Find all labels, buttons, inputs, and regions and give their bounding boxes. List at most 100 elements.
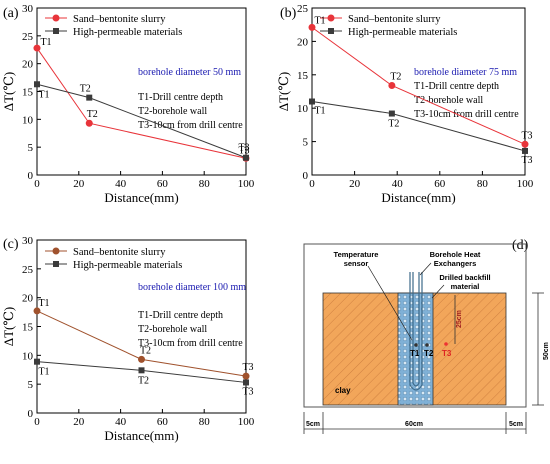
clay-label: clay bbox=[335, 386, 351, 395]
x-tick-label: 20 bbox=[349, 178, 361, 190]
y-tick-label: 20 bbox=[22, 59, 34, 71]
panel-label: (d) bbox=[512, 238, 529, 253]
data-point bbox=[522, 147, 528, 154]
x-tick-label: 100 bbox=[517, 178, 534, 190]
annotation-line: T2-borehole wall bbox=[138, 324, 207, 335]
legend-marker bbox=[52, 247, 60, 255]
point-label: T2 bbox=[140, 345, 151, 356]
data-point bbox=[33, 307, 41, 315]
annotation-line: T3-10cm from drill centre bbox=[138, 338, 243, 349]
x-tick-label: 40 bbox=[115, 178, 127, 190]
point-label: T3 bbox=[238, 145, 249, 156]
data-point bbox=[388, 81, 396, 89]
y-tick-label: 30 bbox=[22, 3, 34, 15]
annotation-line: T1-Drill centre depth bbox=[138, 310, 223, 321]
temp-sensor-text: Temperature sensor bbox=[334, 250, 379, 268]
backfill-text: Drilled backfill material bbox=[439, 273, 490, 291]
point-label: T3 bbox=[238, 143, 249, 154]
annotation-line: T3-10cm from drill centre bbox=[138, 120, 243, 131]
x-tick-label: 60 bbox=[434, 178, 446, 190]
legend-label: High-permeable materials bbox=[73, 260, 182, 271]
sensor-t1-label: T1 bbox=[410, 349, 420, 358]
data-point bbox=[138, 355, 145, 363]
y-tick-label: 5 bbox=[303, 137, 309, 149]
panel-d-diagram: (d) T1 T2 T3 Temperature sensor Borehole … bbox=[303, 238, 550, 434]
width-60-label: 60cm bbox=[405, 421, 423, 428]
data-point bbox=[86, 94, 93, 101]
sensor-t1-dot bbox=[414, 343, 418, 347]
y-tick-label: 20 bbox=[22, 293, 34, 305]
panel-c: (c) 0 20 40 60 80 100 0 5 10 15 20 25 30 Distance(mm)… bbox=[1, 235, 255, 443]
point-label: T2 bbox=[80, 84, 91, 95]
x-tick-label: 80 bbox=[477, 178, 489, 190]
x-tick-label: 100 bbox=[238, 416, 255, 428]
data-point bbox=[308, 23, 316, 31]
y-tick-label: 0 bbox=[303, 170, 309, 182]
x-axis-label: Distance(mm) bbox=[104, 428, 178, 443]
backfill-callout bbox=[431, 284, 445, 299]
x-axis-label: Distance(mm) bbox=[104, 190, 178, 205]
width-5-left-label: 5cm bbox=[306, 421, 320, 428]
x-tick-label: 20 bbox=[73, 416, 85, 428]
data-point bbox=[34, 358, 40, 365]
y-tick-label: 20 bbox=[297, 36, 309, 48]
point-label: T3 bbox=[521, 130, 532, 141]
y-tick-label: 10 bbox=[297, 103, 309, 115]
y-tick-label: 25 bbox=[22, 264, 34, 276]
y-tick-label: 25 bbox=[297, 3, 309, 15]
series-line bbox=[36, 47, 247, 159]
x-tick-label: 20 bbox=[73, 178, 85, 190]
plot-area: 0 20 40 60 80 100 0 5 10 15 20 25 30 Distance(mm) ΔT(℃… bbox=[1, 235, 255, 443]
data-point bbox=[243, 379, 249, 386]
annotation-line: T2-borehole wall bbox=[138, 106, 207, 117]
annotation-title: borehole diameter 100 mm bbox=[138, 282, 246, 293]
y-tick-label: 0 bbox=[28, 408, 34, 420]
data-point bbox=[521, 140, 529, 148]
panel-a: (a) 0 20 40 60 80 100 0 5 10 15 20 25 30 Distance(mm)… bbox=[1, 3, 255, 205]
annotation-line: T3-10cm from drill centre bbox=[414, 109, 519, 120]
data-point bbox=[243, 154, 249, 161]
y-tick-label: 15 bbox=[22, 322, 34, 334]
panel-label: (a) bbox=[3, 6, 19, 21]
data-point bbox=[388, 110, 395, 117]
x-tick-label: 80 bbox=[199, 178, 211, 190]
legend-label: Sand–bentonite slurry bbox=[348, 14, 441, 25]
annotation-title: borehole diameter 50 mm bbox=[138, 67, 241, 78]
point-label: T1 bbox=[314, 15, 325, 26]
y-tick-label: 0 bbox=[28, 170, 34, 182]
legend-label: Sand–bentonite slurry bbox=[73, 247, 166, 258]
width-5-right-label: 5cm bbox=[509, 421, 523, 428]
bhe-text: Borehole Heat Exchangers bbox=[430, 250, 481, 268]
panel-label: (b) bbox=[280, 6, 297, 21]
point-label: T2 bbox=[87, 109, 98, 120]
legend-label: High-permeable materials bbox=[348, 27, 457, 38]
sensor-t3-label: T3 bbox=[442, 349, 452, 358]
point-label: T1 bbox=[314, 106, 325, 117]
point-label: T2 bbox=[388, 119, 399, 130]
legend-marker bbox=[52, 14, 60, 22]
u-tube-heat-exchanger bbox=[409, 272, 423, 391]
legend-marker bbox=[328, 28, 334, 34]
data-point bbox=[85, 119, 93, 127]
data-point bbox=[309, 98, 315, 105]
x-axis-label: Distance(mm) bbox=[381, 190, 455, 205]
point-label: T1 bbox=[38, 89, 49, 100]
legend-marker bbox=[327, 14, 335, 22]
point-label: T3 bbox=[521, 155, 532, 166]
data-point bbox=[33, 44, 41, 52]
x-tick-label: 40 bbox=[392, 178, 404, 190]
sensor-t2-label: T2 bbox=[424, 349, 434, 358]
y-axis-label: ΔT(℃) bbox=[1, 307, 16, 347]
x-tick-label: 0 bbox=[34, 416, 40, 428]
legend-label: High-permeable materials bbox=[73, 27, 182, 38]
point-label: T1 bbox=[38, 298, 49, 309]
annotation-line: T1-Drill centre depth bbox=[138, 92, 223, 103]
bhe-callout bbox=[419, 262, 432, 276]
y-tick-label: 15 bbox=[297, 70, 309, 82]
x-tick-label: 40 bbox=[115, 416, 127, 428]
annotation-line: T2-borehole wall bbox=[414, 95, 483, 106]
plot-area: 0 20 40 60 80 100 0 5 10 15 20 25 30 Distance(mm) ΔT(℃… bbox=[1, 3, 255, 205]
annotation-line: T1-Drill centre depth bbox=[414, 81, 499, 92]
y-axis-label: ΔT(℃) bbox=[276, 72, 291, 112]
